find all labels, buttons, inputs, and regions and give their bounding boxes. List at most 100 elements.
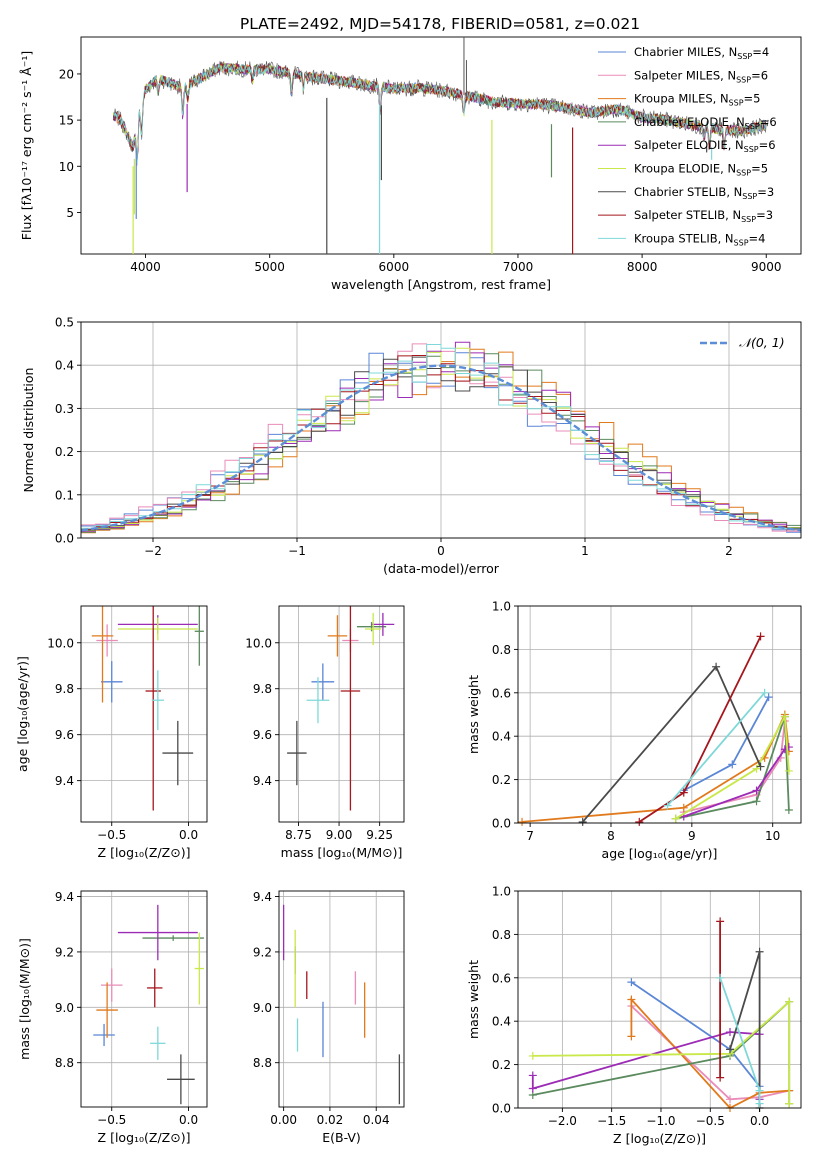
spectrum-ytick-label: 20 — [59, 67, 74, 81]
mass_weight_vs_age-series-kroupa-miles — [521, 711, 790, 823]
mass_weight_vs_age-marker — [780, 712, 789, 721]
mass_weight_vs_age-marker — [752, 786, 761, 795]
gaussian-legend-label: 𝒩(0, 1) — [739, 335, 785, 350]
mass_weight_vs_age-ytick-label: 0.2 — [492, 773, 511, 787]
age_vs_mass-xtick-label: 9.00 — [326, 828, 353, 842]
residuals-panel: −2 −1 0 1 2 0.0 0.1 0.2 0.3 0.4 0.5 (data-model)/er… — [21, 316, 802, 576]
age_vs_Z-frame — [80, 605, 208, 823]
mass_weight_vs_Z-ytick-label: 0.0 — [492, 1102, 511, 1116]
mass_weight_vs_Z-marker — [716, 973, 725, 982]
legend-entry: Kroupa MILES, NSSP=5 — [634, 92, 760, 108]
mass_weight_vs_age-xtick-label: 8 — [607, 829, 615, 843]
mass_weight_vs_Z-xtick-label: −0.5 — [696, 1114, 725, 1128]
mass_weight_vs_age-xtick-label: 9 — [688, 829, 696, 843]
mass_weight_vs_Z-series-salpeter-elodie — [531, 1031, 761, 1100]
legend-entry: Salpeter STELIB, NSSP=3 — [634, 208, 773, 224]
age_vs_Z-ylabel: age [log₁₀(age/yr)] — [15, 656, 30, 772]
age_vs_Z-ytick-label: 9.4 — [55, 774, 74, 788]
residual-histogram-salpeter-miles — [81, 343, 801, 532]
legend-entry: Kroupa STELIB, NSSP=4 — [634, 231, 765, 247]
residuals-xtick-label: −1 — [288, 544, 306, 558]
mass_weight_vs_age-marker — [760, 688, 769, 697]
mass_weight_vs_age-marker — [752, 764, 761, 773]
spectrum-xtick-label: 9000 — [751, 260, 782, 274]
mass_weight_vs_age-xtick-label: 7 — [526, 829, 534, 843]
mass_vs_ebv-xtick-label: 0.02 — [317, 1113, 344, 1127]
legend-entry: Chabrier MILES, NSSP=4 — [634, 45, 769, 61]
mass_vs_ebv-xtick-label: 0.00 — [270, 1113, 297, 1127]
mass_weight_vs_age-series-kroupa-stelib — [666, 692, 766, 807]
residuals-xtick-label: 0 — [437, 544, 445, 558]
residuals-ytick-label: 0.2 — [55, 445, 74, 459]
mass_weight_vs_age-marker — [712, 662, 721, 671]
mass_weight_vs_age-ytick-label: 0.6 — [492, 686, 511, 700]
age_vs_mass-xlabel: mass [log₁₀(M/M⊙)] — [281, 845, 403, 860]
spectrum-ytick-label: 5 — [66, 206, 74, 220]
spectrum-ytick-label: 15 — [59, 114, 74, 128]
mass_weight_vs_Z-ytick-label: 0.6 — [492, 971, 511, 985]
mass_weight_vs_age-ytick-label: 0.4 — [492, 730, 511, 744]
mass_weight_vs_Z-marker — [528, 1071, 537, 1080]
mass_weight_vs_Z-series-chabrier-stelib — [729, 951, 761, 1108]
age_vs_Z-xtick-label: 0.0 — [179, 828, 198, 842]
mass_vs_Z-ytick-label: 9.4 — [55, 890, 74, 904]
mass_vs_ebv-frame — [278, 890, 405, 1108]
mass_weight_vs_age-series-salpeter-stelib — [638, 636, 762, 823]
mass_weight_vs_age-marker — [679, 803, 688, 812]
mass_weight_vs_age-xtick-label: 10 — [765, 829, 780, 843]
spectrum-panel: 4000 5000 6000 7000 8000 9000 5 10 15 20 wavelengt… — [19, 36, 802, 292]
mass_weight_vs_Z-marker — [785, 997, 794, 1006]
age_vs_mass-xtick-label: 9.25 — [366, 828, 393, 842]
age_vs_Z-ytick-label: 9.8 — [55, 682, 74, 696]
mass_vs_Z-panel: −0.5 0.0 8.8 9.0 9.2 9.4 Z [log₁₀(Z/Z⊙)] mass [… — [17, 890, 208, 1145]
mass_weight_vs_Z-marker — [627, 995, 636, 1004]
mass_weight_vs_Z-ytick-label: 0.8 — [492, 928, 511, 942]
mass_weight_vs_age-panel: 7 8 9 10 0.0 0.2 0.4 0.6 0.8 1.0 age [log₁₀(age/yr… — [466, 600, 802, 861]
mass_weight_vs_Z-marker — [627, 978, 636, 987]
mass_vs_Z-xtick-label: 0.0 — [179, 1113, 198, 1127]
residuals-xtick-label: −2 — [144, 544, 162, 558]
mass_weight_vs_Z-marker — [755, 1086, 764, 1095]
mass_vs_ebv-ytick-label: 9.2 — [253, 945, 272, 959]
age_vs_mass-panel: 8.75 9.00 9.25 9.4 9.6 9.8 10.0 mass [log₁₀(M/M… — [245, 605, 405, 860]
mass_weight_vs_age-marker — [635, 817, 644, 826]
mass_weight_vs_Z-ylabel: mass weight — [466, 960, 481, 1039]
age_vs_mass-frame — [278, 605, 405, 823]
age_vs_Z-ytick-label: 9.6 — [55, 728, 74, 742]
mass_weight_vs_Z-ytick-label: 0.2 — [492, 1058, 511, 1072]
mass_weight_vs_age-ytick-label: 0.0 — [492, 817, 511, 831]
residuals-ylabel: Normed distribution — [21, 368, 36, 493]
mass_weight_vs_age-series-kroupa-elodie — [675, 713, 790, 820]
mass_weight_vs_age-marker — [764, 693, 773, 702]
mass_weight_vs_age-ytick-label: 0.8 — [492, 643, 511, 657]
age_vs_mass-ytick-label: 10.0 — [245, 636, 272, 650]
spectrum-frame — [80, 36, 802, 255]
mass_weight_vs_age-ylabel: mass weight — [466, 675, 481, 754]
legend-entry: Salpeter MILES, NSSP=6 — [634, 68, 768, 84]
spectrum-model-kroupa-stelib — [113, 63, 767, 164]
mass_weight_vs_age-series-chabrier-elodie — [675, 716, 790, 820]
spectrum-legend: Chabrier MILES, NSSP=4 Salpeter MILES, NS… — [598, 45, 777, 247]
residuals-ytick-label: 0.5 — [55, 316, 74, 330]
mass_weight_vs_Z-marker — [528, 1051, 537, 1060]
mass_weight_vs_Z-marker — [716, 1073, 725, 1082]
mass_vs_Z-xtick-label: −0.5 — [97, 1113, 126, 1127]
age_vs_Z-ytick-label: 10.0 — [47, 636, 74, 650]
spectrum-ytick-label: 10 — [59, 160, 74, 174]
mass_weight_vs_age-marker — [518, 817, 527, 826]
mass_weight_vs_Z-marker — [785, 1099, 794, 1108]
page-title: PLATE=2492, MJD=54178, FIBERID=0581, z=0… — [240, 15, 640, 33]
residuals-ytick-label: 0.4 — [55, 359, 74, 373]
mass_weight_vs_Z-series-kroupa-stelib — [719, 977, 761, 1104]
mass_weight_vs_age-marker — [756, 762, 765, 771]
mass_vs_Z-frame — [80, 890, 208, 1108]
mass_weight_vs_age-marker — [663, 801, 672, 810]
mass_weight_vs_Z-frame — [517, 890, 802, 1109]
mass_weight_vs_age-marker — [578, 817, 587, 826]
mass_weight_vs_age-series-chabrier-miles — [683, 696, 770, 792]
mass_weight_vs_age-marker — [679, 788, 688, 797]
spectrum-xtick-label: 6000 — [379, 260, 410, 274]
mass_weight_vs_Z-ytick-label: 0.4 — [492, 1015, 511, 1029]
mass_weight_vs_age-marker — [728, 760, 737, 769]
